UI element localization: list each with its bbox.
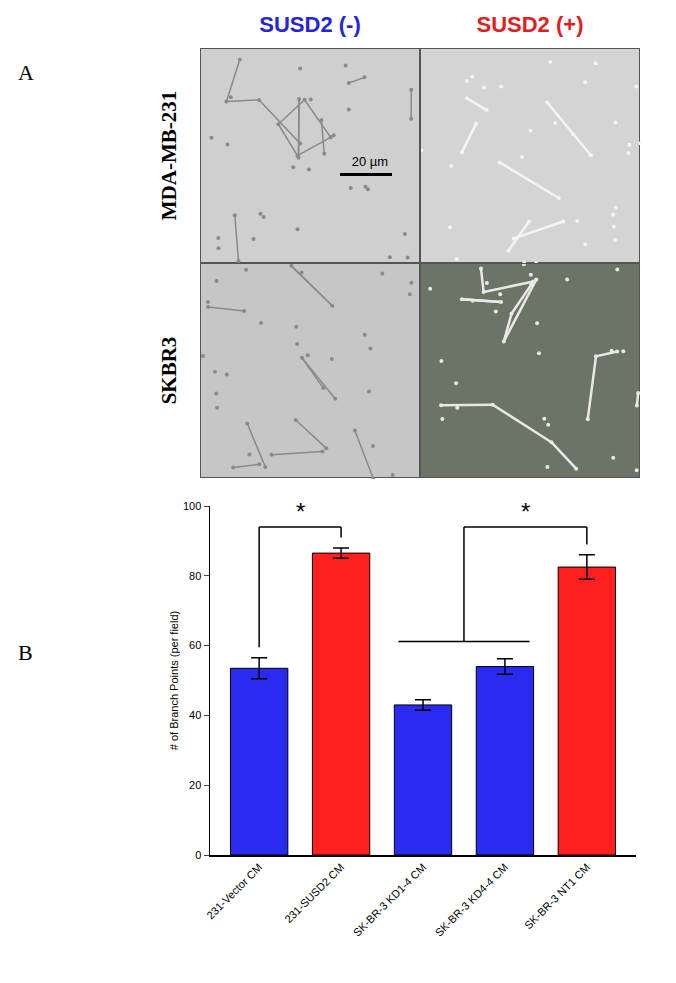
svg-text:80: 80 <box>189 570 201 582</box>
html-text:SKBR3: SKBR3 <box>156 336 181 404</box>
html-text:MDA-MB-231: MDA-MB-231 <box>156 90 181 220</box>
svg-text:60: 60 <box>189 639 201 651</box>
svg-text:0: 0 <box>195 849 201 861</box>
html-text:B: B <box>18 640 33 665</box>
svg-text:SK-BR-3 NT1 CM: SK-BR-3 NT1 CM <box>522 861 592 931</box>
svg-text:*: * <box>296 498 305 525</box>
svg-text:SK-BR-3 KD4-4 CM: SK-BR-3 KD4-4 CM <box>433 861 511 939</box>
svg-text:40: 40 <box>189 709 201 721</box>
svg-text:# of Branch Points (per field): # of Branch Points (per field) <box>168 611 180 750</box>
html-text:SUSD2 (-): SUSD2 (-) <box>259 12 361 37</box>
html-text:SUSD2 (+): SUSD2 (+) <box>476 12 584 37</box>
svg-text:231-Vector CM: 231-Vector CM <box>204 861 264 921</box>
html-text:A: A <box>18 60 34 85</box>
html-text:20 µm: 20 µm <box>351 154 389 169</box>
svg-text:231-SUSD2 CM: 231-SUSD2 CM <box>282 861 346 925</box>
svg-text:20: 20 <box>189 779 201 791</box>
svg-text:*: * <box>521 498 530 525</box>
svg-text:100: 100 <box>183 500 201 512</box>
svg-text:SK-BR-3 KD1-4 CM: SK-BR-3 KD1-4 CM <box>351 861 429 939</box>
